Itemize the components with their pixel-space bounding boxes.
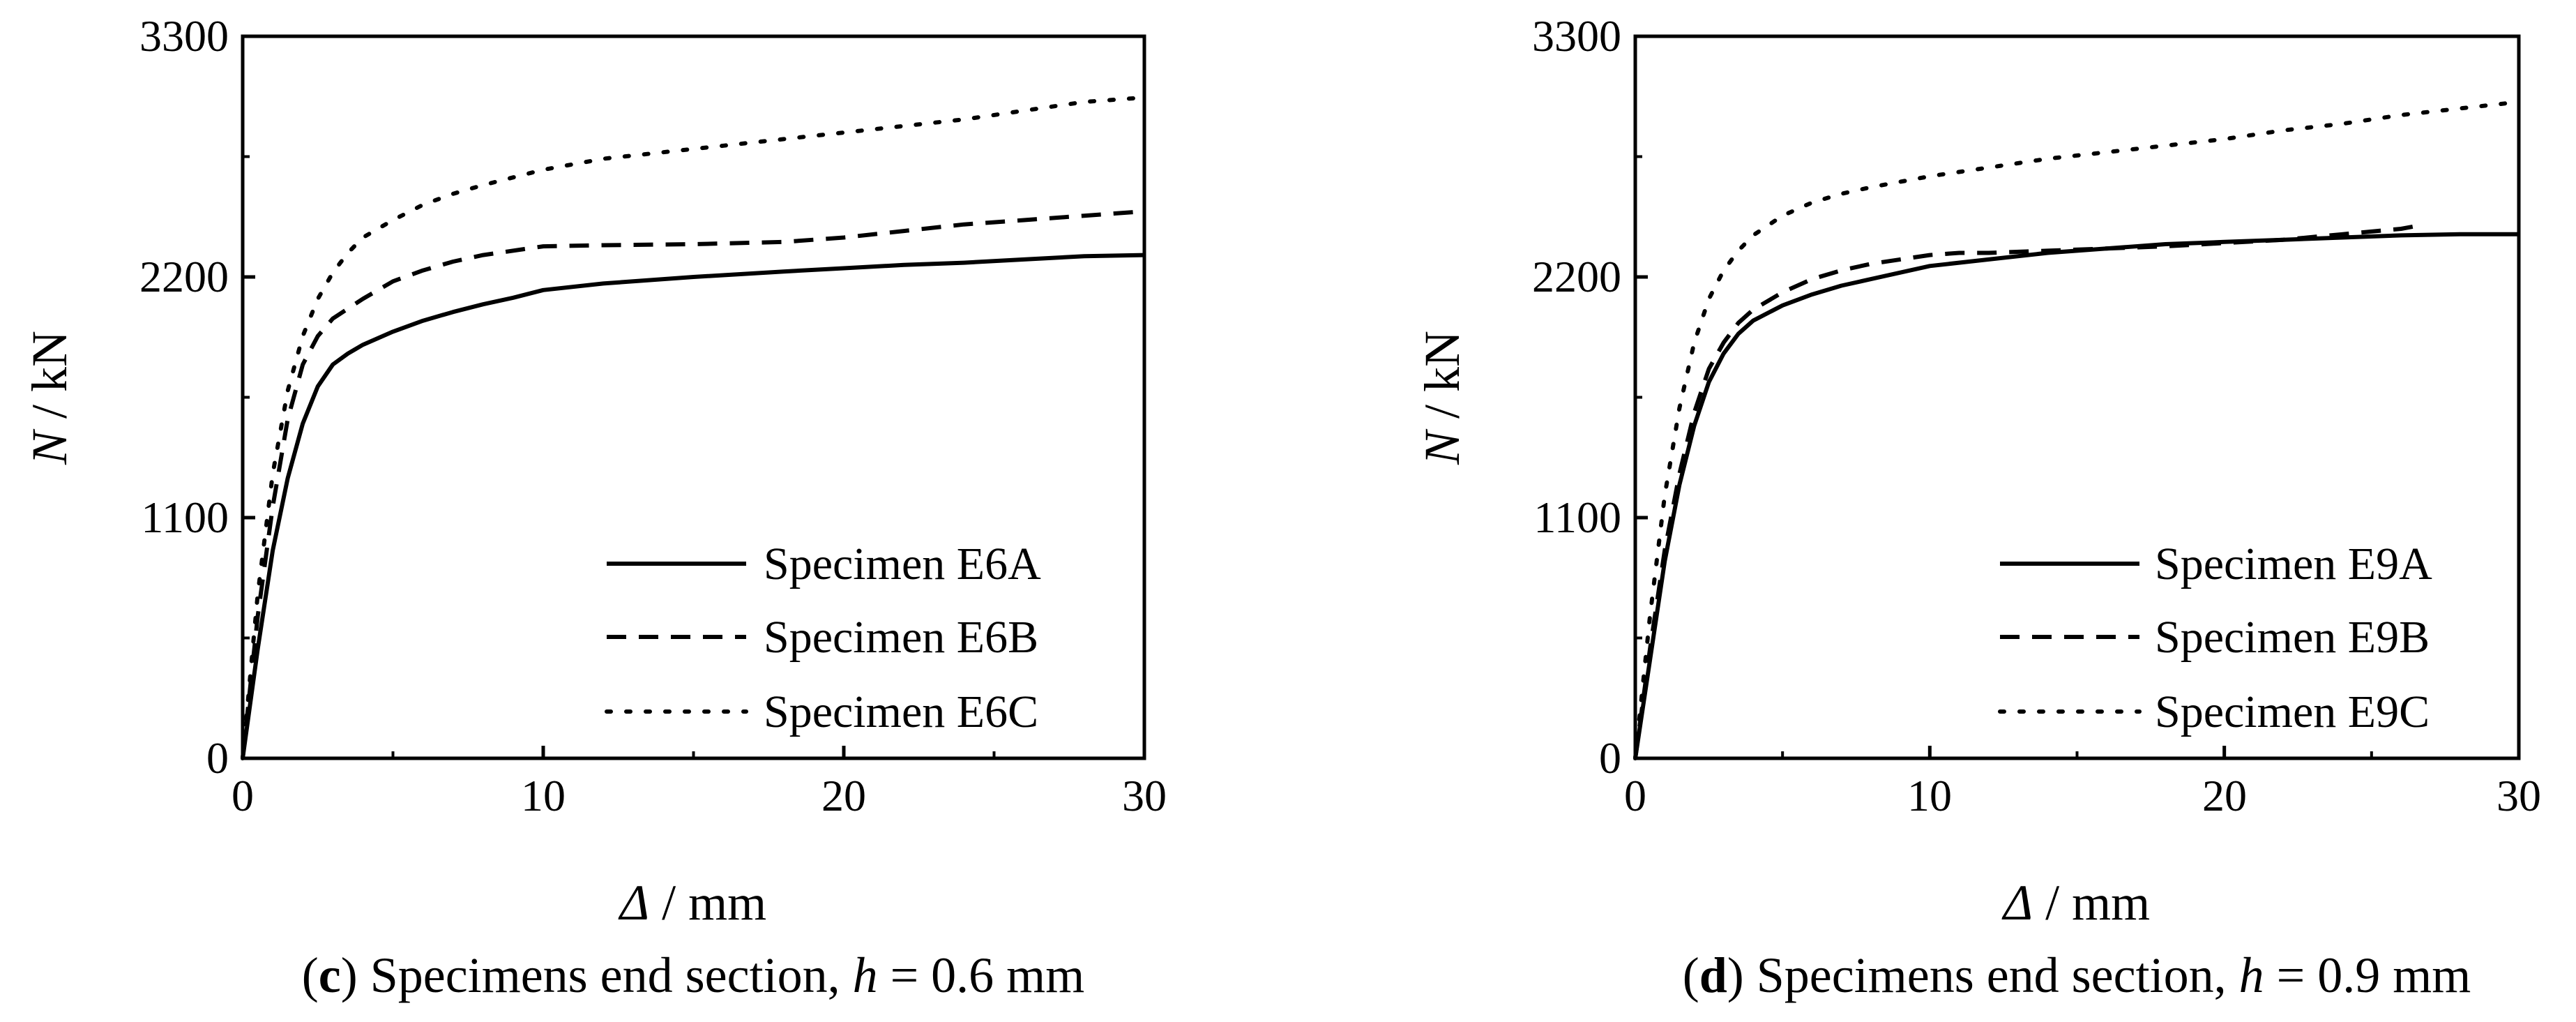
caption-value: = 0.9 mm bbox=[2264, 947, 2471, 1003]
x-tick-label: 30 bbox=[1122, 771, 1167, 820]
x-axis-title: Δ / mm bbox=[2001, 875, 2150, 931]
legend-label: Specimen E6A bbox=[764, 539, 1041, 589]
x-tick-label: 0 bbox=[232, 771, 254, 820]
y-axis-title: N / kN bbox=[1414, 331, 1470, 465]
legend-label: Specimen E9C bbox=[2155, 686, 2430, 737]
x-tick-label: 30 bbox=[2497, 771, 2541, 820]
panel-label: d bbox=[1699, 947, 1727, 1003]
caption-text: Specimens end section, bbox=[370, 947, 853, 1003]
x-tick-label: 20 bbox=[2202, 771, 2247, 820]
x-tick-label: 10 bbox=[1907, 771, 1952, 820]
panel-caption: (c) Specimens end section, h = 0.6 mm bbox=[302, 947, 1084, 1003]
y-axis-var: N bbox=[22, 428, 77, 465]
series-group bbox=[1633, 100, 2521, 760]
panel-caption: (d) Specimens end section, h = 0.9 mm bbox=[1683, 947, 2471, 1003]
y-axis-var: N bbox=[1414, 428, 1470, 465]
x-axis-unit: / mm bbox=[2033, 875, 2150, 931]
legend-label: Specimen E9A bbox=[2155, 539, 2432, 589]
caption-value: = 0.6 mm bbox=[878, 947, 1085, 1003]
series-line-dashed bbox=[241, 209, 1145, 759]
y-tick-label: 2200 bbox=[1532, 252, 1621, 301]
legend-label: Specimen E6B bbox=[764, 612, 1038, 663]
x-axis-title: Δ / mm bbox=[618, 875, 766, 931]
x-axis-var: Δ bbox=[2001, 875, 2033, 931]
y-tick-label: 0 bbox=[206, 733, 229, 783]
y-axis-title: N / kN bbox=[22, 331, 77, 465]
x-tick-label: 20 bbox=[821, 771, 866, 820]
panel-d: 0 1100 2200 3300 0 10 20 30 N / kN Δ / m… bbox=[1414, 11, 2541, 1003]
y-tick-label: 0 bbox=[1599, 733, 1621, 783]
y-axis-unit: / kN bbox=[1414, 331, 1470, 431]
x-tick-label: 0 bbox=[1624, 771, 1646, 820]
legend-label: Specimen E9B bbox=[2155, 612, 2430, 663]
y-axis-unit: / kN bbox=[22, 331, 77, 431]
panel-c: 0 1100 2200 3300 0 10 20 30 N / kN Δ / m… bbox=[22, 11, 1167, 1003]
series-line-solid bbox=[1633, 232, 2519, 759]
caption-var: h bbox=[2239, 947, 2264, 1003]
legend: Specimen E6A Specimen E6B Specimen E6C bbox=[605, 539, 1041, 737]
caption-text: Specimens end section, bbox=[1757, 947, 2239, 1003]
y-tick-label: 3300 bbox=[1532, 11, 1621, 61]
caption-var: h bbox=[853, 947, 878, 1003]
panel-label: c bbox=[319, 947, 341, 1003]
x-axis-var: Δ bbox=[618, 875, 649, 931]
series-line-dotted bbox=[241, 95, 1146, 760]
y-tick-label: 2200 bbox=[139, 252, 229, 301]
series-line-dashed bbox=[1633, 222, 2425, 759]
series-line-solid bbox=[241, 253, 1145, 759]
x-tick-label: 10 bbox=[521, 771, 566, 820]
legend: Specimen E9A Specimen E9B Specimen E9C bbox=[1998, 539, 2432, 737]
y-tick-label: 1100 bbox=[1533, 493, 1621, 542]
y-tick-label: 3300 bbox=[139, 11, 229, 61]
legend-label: Specimen E6C bbox=[764, 686, 1038, 737]
series-group bbox=[241, 95, 1146, 760]
series-line-dotted bbox=[1633, 100, 2521, 760]
x-axis-unit: / mm bbox=[649, 875, 766, 931]
y-tick-label: 1100 bbox=[141, 493, 229, 542]
